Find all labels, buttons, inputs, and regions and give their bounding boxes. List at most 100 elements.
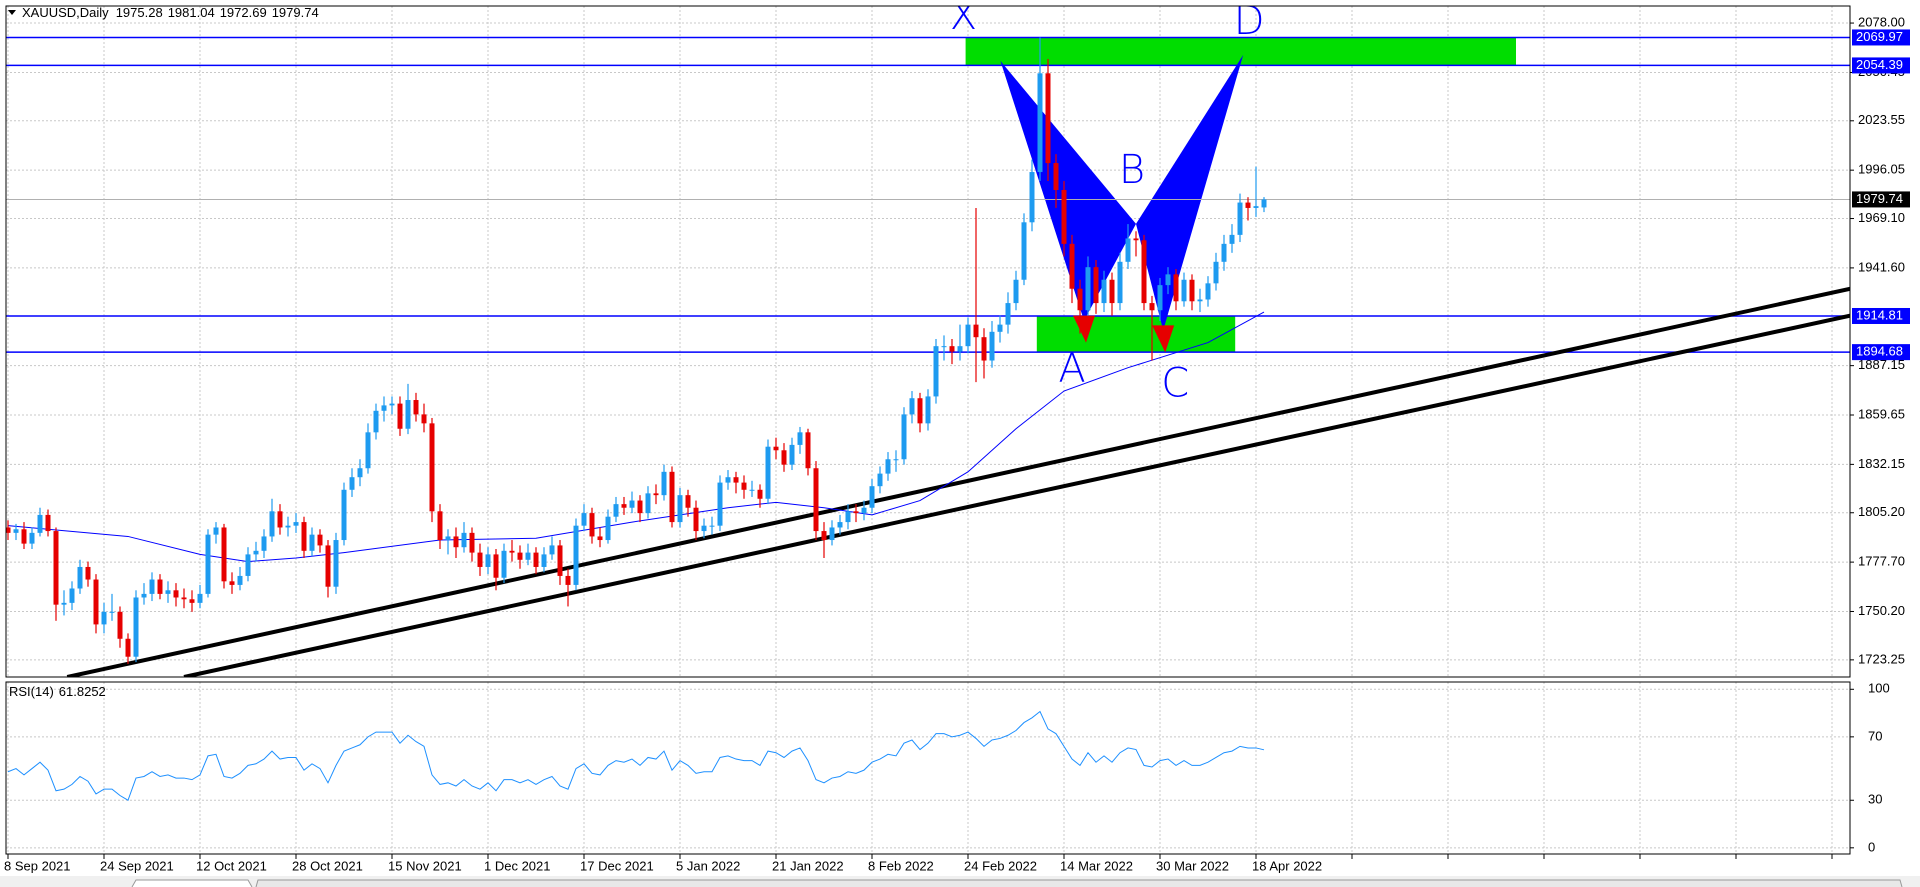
candle-body [757,489,763,499]
candle-body [6,527,11,533]
candle-body [269,511,275,537]
ohlc-values: 1975.28 1981.04 1972.69 1979.74 [116,5,319,20]
candle-body [669,471,675,523]
x-tick-label: 18 Apr 2022 [1252,858,1322,873]
y-tick-label: 1805.20 [1858,504,1905,519]
candle-body [69,588,75,603]
candle-body [917,398,923,424]
pattern-bcd [1136,54,1244,331]
candle-body [1085,267,1091,311]
candle-body [149,579,155,594]
candle-body [637,500,643,514]
candle-body [725,477,731,483]
candle-body [1149,303,1155,311]
candle-body [1245,202,1251,208]
level-label-box [1852,307,1910,324]
candle-body [853,511,859,514]
candle-body [133,597,139,657]
candle-body [349,477,355,490]
candle-body [525,552,531,560]
candle-body [565,575,571,585]
candle-body [277,511,283,528]
y-tick-label: 1996.05 [1858,162,1905,177]
candle-body [885,459,891,474]
candle-body [197,593,203,603]
candle-body [1037,73,1043,173]
main-frame [5,5,1851,678]
candle-body [893,459,899,461]
candle-body [1117,261,1123,304]
candle-body [117,611,123,639]
x-tick-label: 21 Jan 2022 [772,858,844,873]
candle-body [109,611,115,613]
candle-body [901,414,907,460]
scrollbar[interactable] [255,879,1903,887]
candle-body [445,536,451,541]
y-tick-label: 1969.10 [1858,210,1905,225]
candle-body [357,468,363,478]
candle-body [989,331,995,361]
candle-body [29,532,35,544]
candle-body [141,593,147,598]
candle-body [293,522,299,526]
candle-body [973,324,979,338]
candle-body [1093,267,1099,304]
candle-body [1157,285,1163,311]
candle-body [621,504,627,508]
candle-body [429,423,435,512]
candle-body [829,527,835,541]
candle-body [541,554,547,567]
candle-body [405,400,411,429]
close-value: 1979.74 [271,5,319,20]
chart-header: XAUUSD,Daily 1975.28 1981.04 1972.69 197… [22,5,319,20]
candle-body [573,525,579,585]
x-tick-label: 8 Sep 2021 [4,858,71,873]
y-tick-label: 1941.60 [1858,259,1905,274]
candle-body [869,486,875,508]
candle-body [781,450,787,465]
trend-line [66,286,1850,677]
tab[interactable] [131,879,253,887]
candle-body [861,507,867,514]
candle-body [205,534,211,594]
candle-body [469,532,475,553]
y-tick-label: 1777.70 [1858,554,1905,569]
candle-body [485,554,491,567]
open-value: 1975.28 [115,5,163,20]
menu-arrow[interactable] [8,10,16,15]
y-tick-label: 1859.65 [1858,406,1905,421]
candle-body [981,337,987,361]
candle-body [677,495,683,523]
candle-body [189,599,195,603]
candle-body [749,489,755,491]
pattern-label: X [950,0,977,39]
candle-body [37,514,43,533]
level-label-box [1852,344,1910,361]
candle-body [957,346,963,352]
candle-body [717,482,723,526]
candle-body [997,324,1003,332]
candle-body [597,536,603,541]
candle-body [461,532,467,548]
pattern-marker [1073,315,1095,343]
candle-body [581,513,587,526]
candle-body [1197,299,1203,302]
candle-body [253,550,259,555]
candle-body [333,540,339,587]
candle-body [813,468,819,532]
candle-body [797,432,803,445]
candle-body [1221,243,1227,262]
x-tick-label: 14 Mar 2022 [1060,858,1133,873]
candle-body [1141,240,1147,304]
candle-body [765,446,771,499]
rsi-line [7,710,1265,801]
candle-body [837,522,843,528]
main-plot: X A B C D [6,0,1850,677]
candle-body [453,536,459,548]
x-tick-label: 24 Sep 2021 [100,858,174,873]
candle-body [789,444,795,465]
candle-body [53,531,59,605]
candle-body [701,525,707,532]
pattern-marker [1152,325,1175,353]
